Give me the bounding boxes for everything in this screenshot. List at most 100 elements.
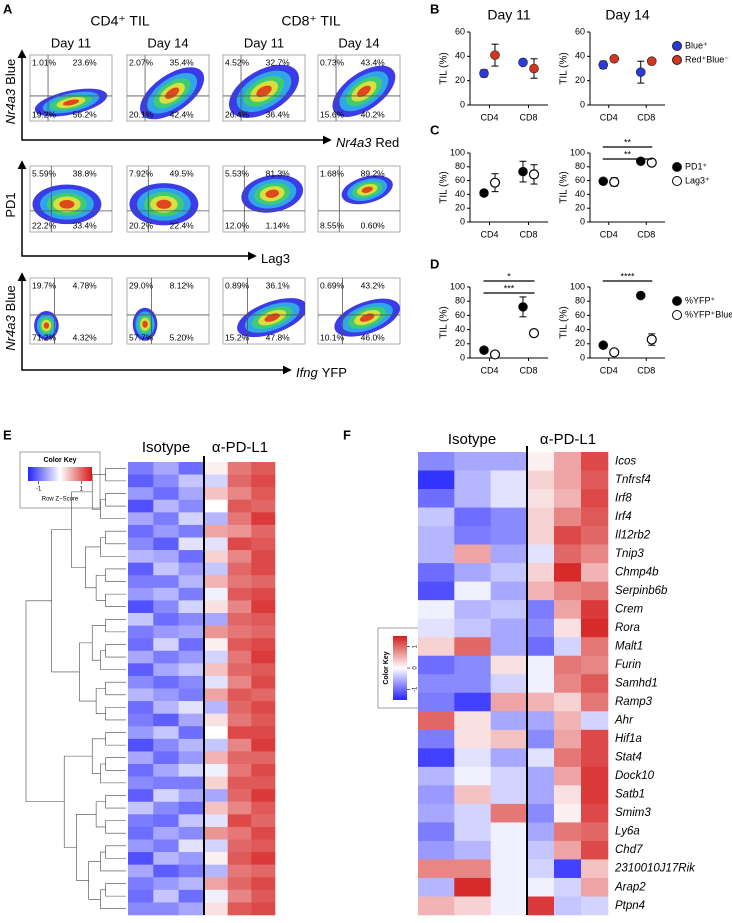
heatmap-cell xyxy=(454,785,491,805)
key-bar xyxy=(393,636,407,700)
heatmap-cell xyxy=(204,864,228,878)
significance-label: ** xyxy=(624,137,632,147)
heatmap-cell xyxy=(251,524,276,538)
heatmap-cell xyxy=(418,896,455,916)
y-tick-label: 20 xyxy=(455,203,465,213)
heatmap-cell xyxy=(128,701,154,714)
heatmap-cell xyxy=(204,487,228,501)
quadrant-percent: 32.7% xyxy=(266,57,291,67)
heatmap-cell xyxy=(128,524,154,538)
heatmap-cell xyxy=(527,859,555,879)
y-tick-label: 60 xyxy=(575,310,585,320)
heatmap-cell xyxy=(251,675,276,689)
density-layer xyxy=(357,85,371,97)
heatmap-cell xyxy=(227,562,252,576)
heatmap-cell xyxy=(128,663,154,677)
heatmap-cell xyxy=(204,751,228,765)
heatmap-cell xyxy=(153,562,179,576)
legend-label: Red⁺Blue⁻ xyxy=(685,54,729,64)
y-tick-label: 100 xyxy=(570,147,585,157)
heatmap-cell xyxy=(128,650,154,664)
heatmap-cell xyxy=(490,581,528,601)
heatmap-cell xyxy=(251,474,276,488)
panel-label: E xyxy=(3,427,12,442)
quadrant-percent: 10.1% xyxy=(320,332,345,342)
heatmap-cell xyxy=(581,470,609,490)
dendrogram-branch xyxy=(100,537,126,557)
heatmap-cell xyxy=(554,637,582,657)
heatmap-cell xyxy=(128,487,154,501)
y-tick-label: 40 xyxy=(575,189,585,199)
density-layer xyxy=(156,199,172,209)
legend-label: %YFP⁺ xyxy=(685,295,716,305)
heatmap-cell xyxy=(554,581,582,601)
data-point xyxy=(635,290,646,301)
heatmap-cell xyxy=(454,489,491,508)
quadrant-percent: 22.4% xyxy=(170,220,195,230)
key-label: Row Z−Score xyxy=(42,497,79,503)
quadrant-percent: 43.2% xyxy=(361,280,386,290)
heatmap-cell xyxy=(178,864,205,878)
heatmap-cell xyxy=(128,675,154,689)
heatmap-cell xyxy=(527,489,555,508)
gene-label: Crem xyxy=(615,603,644,615)
heatmap-cell xyxy=(153,550,179,563)
heatmap-cell xyxy=(153,701,179,714)
heatmap-cell xyxy=(581,896,609,916)
heatmap-cell xyxy=(178,499,205,513)
quadrant-percent: 57.7% xyxy=(129,332,154,342)
heatmap-cell xyxy=(490,452,528,471)
heatmap-cell xyxy=(227,675,252,689)
density-layer xyxy=(63,99,79,106)
gene-label: Smim3 xyxy=(615,807,651,819)
heatmap-cell xyxy=(204,852,228,865)
heatmap-cell xyxy=(490,618,528,638)
heatmap-cell xyxy=(251,613,276,626)
data-point xyxy=(518,166,528,177)
heatmap-cell xyxy=(554,655,582,675)
heatmap-cell xyxy=(204,524,228,538)
quadrant-percent: 26.4% xyxy=(225,109,250,119)
heatmap-cell xyxy=(581,748,609,768)
dendrogram-branch xyxy=(95,574,106,601)
density-layer xyxy=(142,320,148,328)
heatmap-cell xyxy=(490,877,528,897)
dendrogram-branch xyxy=(105,467,126,482)
density xyxy=(237,298,305,338)
density xyxy=(132,307,158,341)
heatmap-cell xyxy=(128,537,154,551)
heatmap-cell xyxy=(251,462,276,475)
heatmap-cell xyxy=(251,600,276,614)
heatmap-cell xyxy=(454,840,491,860)
heatmap-cell xyxy=(153,814,179,828)
heatmap-cell xyxy=(128,562,154,576)
gene-label: 2310010J17Rik xyxy=(614,863,696,875)
heatmap-cell xyxy=(527,581,555,601)
data-point xyxy=(490,50,500,60)
density xyxy=(334,298,400,337)
dendrogram-branch xyxy=(100,763,126,784)
heatmap-cell xyxy=(454,692,491,712)
heatmap-cell xyxy=(204,713,228,727)
heatmap-cell xyxy=(204,499,228,513)
y-tick-label: 20 xyxy=(575,75,585,85)
heatmap-cell xyxy=(153,663,179,677)
heatmap-cell xyxy=(178,663,205,677)
heatmap-cell xyxy=(178,638,205,652)
heatmap-cell xyxy=(527,729,555,749)
heatmap-cell xyxy=(204,738,228,752)
quadrant-percent: 23.6% xyxy=(73,57,98,67)
heatmap-cell xyxy=(527,803,555,823)
data-point xyxy=(646,334,657,345)
heatmap-cell xyxy=(251,713,276,727)
density-layer xyxy=(59,199,75,209)
heatmap-cell xyxy=(153,613,179,626)
heatmap-cell xyxy=(454,655,491,675)
heatmap-cell xyxy=(128,474,154,488)
density xyxy=(34,311,59,341)
y-tick-label: 60 xyxy=(575,175,585,185)
heatmap-cell xyxy=(251,839,276,853)
quadrant-percent: 0.89% xyxy=(225,280,250,290)
data-point xyxy=(479,345,489,355)
heatmap-cell xyxy=(527,711,555,731)
